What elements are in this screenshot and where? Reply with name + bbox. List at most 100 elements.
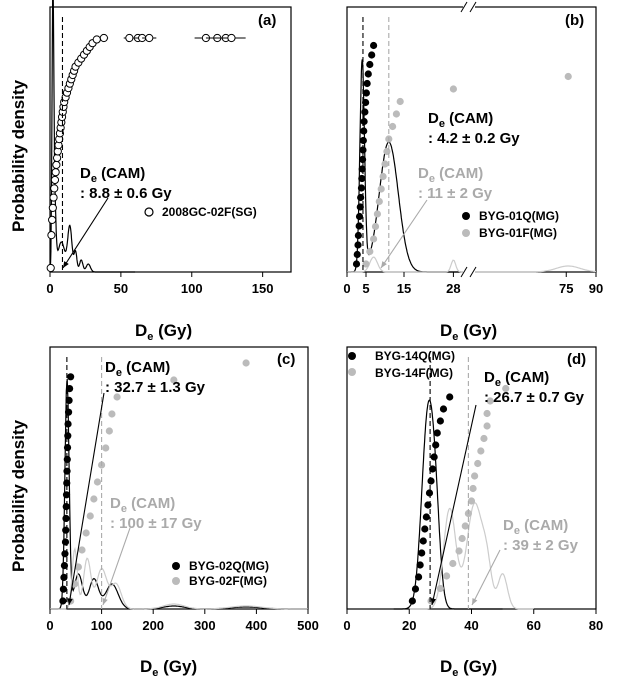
data-point	[355, 222, 363, 230]
legend-black-dot-icon	[348, 352, 356, 360]
x-tick-label: 75	[559, 281, 573, 296]
legend-gray-dot-icon	[348, 368, 356, 376]
axis-break-gap	[463, 268, 475, 276]
data-point	[483, 409, 491, 418]
legend-black-dot-icon	[172, 562, 180, 570]
panel-c-legend-label-1: BYG-02Q(MG)	[189, 559, 269, 573]
data-point	[467, 497, 476, 505]
data-point	[242, 359, 250, 367]
data-point	[486, 397, 494, 405]
axis-break-top	[469, 1, 477, 13]
data-point	[461, 522, 469, 530]
x-tick-label: 400	[246, 618, 268, 633]
data-point	[364, 70, 372, 78]
data-point	[67, 373, 75, 381]
data-point	[48, 215, 57, 224]
data-point	[362, 260, 370, 268]
data-point	[63, 479, 71, 487]
data-point	[469, 484, 477, 493]
x-tick-label: 0	[46, 281, 53, 296]
data-point	[360, 127, 368, 135]
probability-density-curve	[50, 378, 308, 610]
arrowhead	[67, 598, 73, 605]
data-point	[125, 33, 134, 43]
x-tick-label: 5	[362, 281, 369, 296]
arrowhead	[63, 261, 69, 268]
data-point	[354, 241, 362, 249]
panel-b-legend: BYG-01Q(MG) BYG-01F(MG)	[462, 209, 559, 240]
data-point	[458, 534, 466, 543]
arrowhead	[102, 598, 108, 605]
panel-d-frame	[346, 346, 597, 610]
data-point	[373, 210, 381, 218]
x-tick-label: 60	[527, 618, 541, 633]
data-point	[428, 465, 437, 473]
data-point	[59, 597, 67, 605]
data-point	[483, 422, 491, 430]
data-point	[61, 538, 70, 546]
data-point	[74, 563, 82, 571]
axis-break-top	[460, 1, 468, 13]
data-point	[408, 597, 416, 605]
data-point	[62, 514, 70, 523]
data-point	[64, 432, 72, 440]
data-point	[63, 455, 71, 463]
data-point	[383, 147, 391, 156]
panel-d-legend-label-2: BYG-14F(MG)	[375, 366, 453, 380]
data-point	[227, 33, 236, 43]
annotation-arrow	[431, 404, 477, 606]
panel-d: (d) 0 20 40 60 80 De (Gy) De (CAM): 26.7 ± 0…	[343, 346, 603, 679]
data-point	[446, 393, 454, 401]
annotation-arrow	[102, 527, 131, 606]
data-point	[356, 203, 364, 211]
data-point	[358, 155, 367, 164]
panel-a-ticks: 0 50 100 150	[46, 272, 273, 296]
data-point	[477, 447, 485, 455]
data-point	[480, 434, 488, 443]
data-point	[370, 235, 378, 243]
panel-b: (b) 0 5 15 28 75 90 De (Gy) De (CAM): 4.2 ± 0…	[343, 1, 603, 343]
panel-a-legend: 2008GC-02F(SG)	[144, 205, 257, 219]
cam-annotation-value: : 100 ± 17 Gy	[110, 515, 202, 532]
data-point	[52, 153, 62, 163]
panel-a-legend-label: 2008GC-02F(SG)	[162, 205, 257, 219]
data-point	[93, 478, 102, 486]
data-point	[64, 408, 73, 416]
data-point	[411, 585, 420, 593]
data-point	[61, 550, 69, 558]
panel-b-legend-label-2: BYG-01F(MG)	[479, 226, 557, 240]
data-point	[564, 72, 572, 81]
data-point	[50, 184, 59, 193]
data-point	[366, 60, 374, 69]
panel-c-xlabel: De (Gy)	[140, 657, 197, 679]
data-point	[449, 85, 457, 93]
data-point	[105, 427, 113, 435]
data-point	[362, 98, 370, 107]
data-point	[60, 573, 68, 582]
data-point	[439, 405, 448, 413]
data-point	[60, 562, 69, 570]
x-tick-label: 150	[252, 281, 274, 296]
arrowhead	[381, 261, 387, 268]
annotation-arrow	[471, 549, 501, 606]
legend-black-dot-icon	[462, 212, 470, 220]
data-point	[421, 525, 429, 533]
data-point	[90, 495, 98, 503]
data-point	[170, 376, 178, 384]
panel-b-legend-label-1: BYG-01Q(MG)	[479, 209, 559, 223]
annotation-arrow	[62, 197, 109, 269]
data-point	[64, 420, 72, 428]
data-point	[414, 573, 423, 581]
panel-d-legend: BYG-14Q(MG) BYG-14F(MG)	[348, 349, 455, 380]
axis-break-gap	[463, 3, 475, 11]
panel-b-xlabel: De (Gy)	[440, 321, 497, 343]
data-point	[47, 231, 56, 240]
panel-c-ticks: 0 100 200 300 400 500	[46, 609, 319, 633]
data-point	[358, 165, 366, 173]
panel-d-marks	[393, 357, 534, 610]
cam-annotation-text: De (CAM)	[503, 517, 568, 537]
panel-a: (a) 0 50 100 150 Probability density De (Gy…	[9, 0, 292, 343]
data-point	[392, 110, 400, 118]
